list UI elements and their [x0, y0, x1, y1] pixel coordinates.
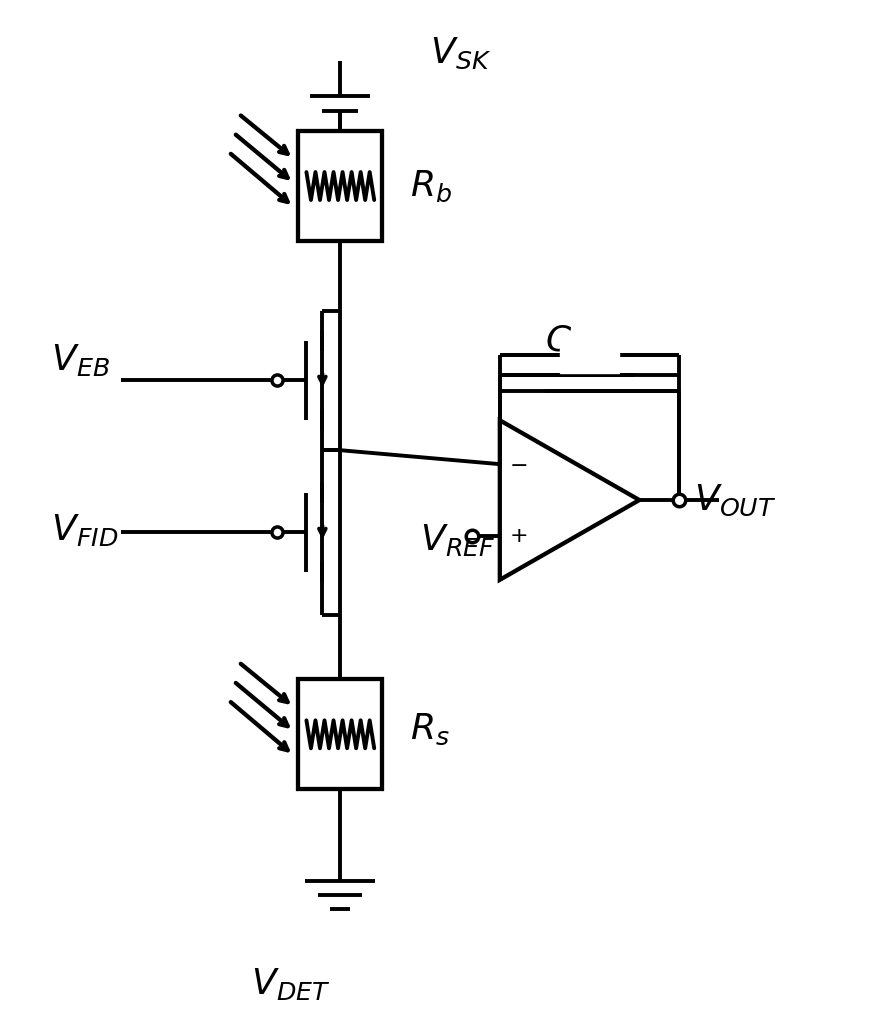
Text: $\mathbf{\it{V}}_{\mathbf{\it{FID}}}$: $\mathbf{\it{V}}_{\mathbf{\it{FID}}}$	[51, 512, 118, 548]
Text: $\mathbf{\it{V}}_{\mathbf{\it{OUT}}}$: $\mathbf{\it{V}}_{\mathbf{\it{OUT}}}$	[694, 482, 777, 518]
Bar	[298, 131, 382, 241]
Bar	[560, 338, 620, 373]
Bar	[298, 679, 382, 789]
Text: $-$: $-$	[509, 455, 527, 474]
Text: $\mathbf{\it{R}}_{\mathbf{\it{b}}}$: $\mathbf{\it{R}}_{\mathbf{\it{b}}}$	[410, 168, 452, 204]
Text: $\mathbf{\it{V}}_{\mathbf{\it{SK}}}$: $\mathbf{\it{V}}_{\mathbf{\it{SK}}}$	[430, 36, 491, 71]
Text: $\mathbf{\it{R}}_{\mathbf{\it{s}}}$: $\mathbf{\it{R}}_{\mathbf{\it{s}}}$	[410, 712, 450, 747]
Text: $\mathbf{\it{V}}_{\mathbf{\it{EB}}}$: $\mathbf{\it{V}}_{\mathbf{\it{EB}}}$	[51, 343, 110, 379]
Text: $\mathbf{\it{C}}_{\mathbf{\it{Int}}}$: $\mathbf{\it{C}}_{\mathbf{\it{Int}}}$	[545, 322, 607, 358]
Text: $\mathbf{\it{V}}_{\mathbf{\it{DET}}}$: $\mathbf{\it{V}}_{\mathbf{\it{DET}}}$	[251, 965, 330, 1001]
Text: $+$: $+$	[509, 526, 527, 546]
Text: $\mathbf{\it{V}}_{\mathbf{\it{REF}}}$: $\mathbf{\it{V}}_{\mathbf{\it{REF}}}$	[420, 522, 495, 558]
